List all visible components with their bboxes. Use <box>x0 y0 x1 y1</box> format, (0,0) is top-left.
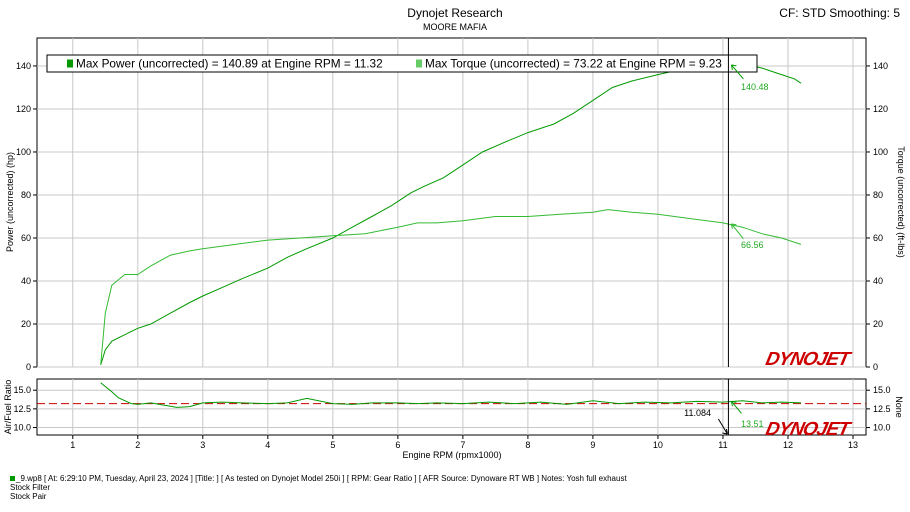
rpm-axis-label: Engine RPM (rpmx1000) <box>402 450 501 460</box>
rpm-tick-label: 4 <box>265 440 270 450</box>
afr-tick-label: 12.5 <box>13 404 31 414</box>
dynojet-logo-main: DYNOJET <box>764 349 854 370</box>
afr-right-axis-label: None <box>894 396 904 418</box>
afr-right-tick-label: 10.0 <box>873 423 891 433</box>
main-plot-frame <box>36 37 867 368</box>
power-tick-label: 140 <box>16 61 31 71</box>
legend-torque-entry: Max Torque (uncorrected) = 73.22 at Engi… <box>425 57 722 71</box>
afr-grid <box>37 379 866 435</box>
cursor-rpm-readout: 11.084 <box>684 408 711 418</box>
afr-right-axis-ticks: 10.0 12.5 15.0 <box>866 385 891 433</box>
torque-tick-label: 60 <box>873 233 883 243</box>
afr-plot: 10.0 12.5 15.0 10.0 12.5 15.0 Air/Fuel Ratio… <box>3 378 904 440</box>
torque-tick-label: 0 <box>873 362 878 372</box>
rpm-axis-ticks: 1 2 3 4 5 6 7 8 9 10 11 12 13 <box>70 435 858 450</box>
afr-axis-label: Air/Fuel Ratio <box>3 380 13 435</box>
legend-power-entry: Max Power (uncorrected) = 140.89 at Engi… <box>76 57 383 71</box>
rpm-tick-label: 8 <box>525 440 530 450</box>
afr-axis-ticks: 10.0 12.5 15.0 <box>13 385 37 433</box>
run-info-line: _9.wp8 [ At: 6:29:10 PM, Tuesday, April … <box>10 474 627 483</box>
legend-power-swatch <box>67 59 73 68</box>
rpm-tick-label: 11 <box>718 440 727 450</box>
torque-tick-label: 140 <box>873 61 888 71</box>
legend-box: Max Power (uncorrected) = 140.89 at Engi… <box>46 54 758 73</box>
torque-axis-label: Torque (uncorrected) (ft-lbs) <box>896 146 906 258</box>
rpm-tick-label: 3 <box>200 440 205 450</box>
rpm-tick-label: 9 <box>590 440 595 450</box>
cursor-rpm-arrow <box>717 418 728 435</box>
rpm-tick-label: 12 <box>783 440 793 450</box>
power-tick-label: 120 <box>16 104 31 114</box>
torque-readout: 66.56 <box>741 240 764 250</box>
power-tick-label: 80 <box>21 190 31 200</box>
power-axis-ticks: 0 20 40 60 80 100 120 140 <box>16 61 37 372</box>
main-plot: 0 20 40 60 80 100 120 140 0 20 40 60 80 100 120 140 Po… <box>5 37 906 372</box>
chart-subtitle: MOORE MAFIA <box>423 22 487 32</box>
rpm-tick-label: 1 <box>70 440 75 450</box>
run-info-text: _9.wp8 [ At: 6:29:10 PM, Tuesday, April … <box>16 474 627 483</box>
afr-tick-label: 10.0 <box>13 423 31 433</box>
run-color-swatch <box>10 476 15 481</box>
dynojet-logo-text: DYNOJET <box>764 349 854 370</box>
power-tick-label: 20 <box>21 319 31 329</box>
cf-smoothing-label: CF: STD Smoothing: 5 <box>779 6 900 20</box>
cursor-power-marker: 140.48 <box>730 64 769 92</box>
afr-tick-label: 15.0 <box>13 385 31 395</box>
chart-title: Dynojet Research <box>407 6 502 20</box>
torque-tick-label: 80 <box>873 190 883 200</box>
power-tick-label: 60 <box>21 233 31 243</box>
torque-series-line <box>100 209 802 365</box>
rpm-tick-label: 7 <box>460 440 465 450</box>
power-tick-label: 0 <box>26 362 31 372</box>
rpm-tick-label: 6 <box>395 440 400 450</box>
power-tick-label: 100 <box>16 147 31 157</box>
afr-series-line <box>100 382 802 408</box>
power-axis-label: Power (uncorrected) (hp) <box>5 152 15 252</box>
torque-axis-ticks: 0 20 40 60 80 100 120 140 <box>866 61 888 372</box>
torque-tick-label: 40 <box>873 276 883 286</box>
cursor-afr-marker: 13.51 <box>730 400 764 429</box>
cursor-torque-marker: 66.56 <box>730 223 764 250</box>
afr-right-tick-label: 15.0 <box>873 385 891 395</box>
dynojet-logo-afr-text: DYNOJET <box>764 419 854 440</box>
rpm-tick-label: 2 <box>135 440 140 450</box>
run-note-pair: Stock Pair <box>10 492 47 501</box>
legend-torque-swatch <box>416 59 422 68</box>
rpm-tick-label: 10 <box>653 440 663 450</box>
afr-right-tick-label: 12.5 <box>873 404 891 414</box>
torque-tick-label: 20 <box>873 319 883 329</box>
torque-tick-label: 100 <box>873 147 888 157</box>
power-readout: 140.48 <box>741 82 769 92</box>
afr-readout: 13.51 <box>741 419 764 429</box>
rpm-tick-label: 5 <box>330 440 335 450</box>
power-tick-label: 40 <box>21 276 31 286</box>
dynojet-logo-afr: DYNOJET <box>764 419 854 440</box>
rpm-tick-label: 13 <box>848 440 858 450</box>
torque-tick-label: 120 <box>873 104 888 114</box>
afr-series <box>100 382 802 408</box>
run-note-filter: Stock Filter <box>10 483 51 492</box>
